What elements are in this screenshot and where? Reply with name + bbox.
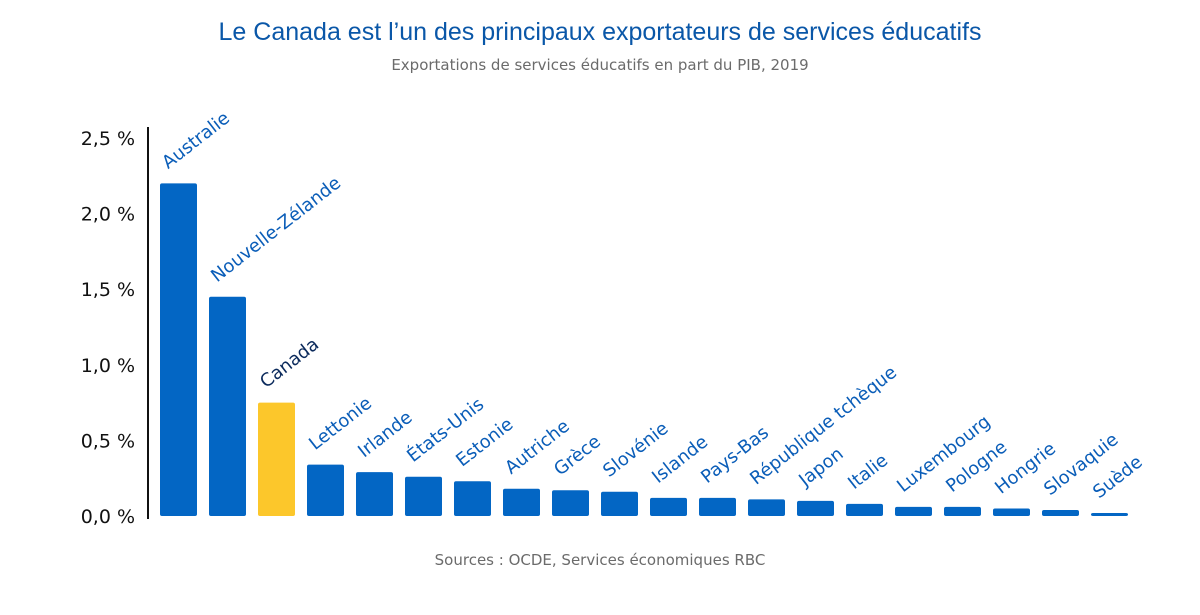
bar-pologne: [944, 506, 981, 516]
bar-lettonie: [307, 464, 344, 516]
bar-canada: [258, 402, 295, 516]
y-tick-label: 2,0 %: [81, 204, 135, 226]
bar-label-italie: Italie: [844, 450, 892, 494]
y-tick-label: 1,0 %: [81, 355, 135, 377]
y-tick-label: 1,5 %: [81, 279, 135, 301]
y-tick-label: 0,5 %: [81, 430, 135, 452]
y-tick-label: 2,5 %: [81, 128, 135, 150]
bar-label-nouvelle-zelande: Nouvelle-Zélande: [207, 173, 345, 287]
bar-autriche: [503, 488, 540, 516]
bar-australie: [160, 183, 197, 517]
bar-grece: [552, 490, 589, 516]
bar-etats-unis: [405, 476, 442, 516]
chart-subtitle: Exportations de services éducatifs en pa…: [391, 56, 809, 74]
bar-islande: [650, 497, 687, 516]
chart-title: Le Canada est l’un des principaux export…: [218, 18, 982, 46]
bar-nouvelle-zelande: [209, 296, 246, 516]
bar-labels-group: AustralieNouvelle-ZélandeCanadaLettonieI…: [158, 108, 1146, 503]
bar-slovenie: [601, 491, 638, 516]
bar-suede: [1091, 512, 1128, 516]
bar-label-australie: Australie: [158, 108, 234, 174]
bar-republique-tcheque: [748, 499, 785, 516]
y-axis: 0,0 % 0,5 % 1,0 % 1,5 % 2,0 % 2,5 %: [81, 127, 149, 528]
bar-label-canada: Canada: [256, 334, 323, 393]
bar-italie: [846, 503, 883, 516]
bar-japon: [797, 500, 834, 516]
bars-group: [160, 183, 1128, 517]
bar-luxembourg: [895, 506, 932, 516]
chart-source: Sources : OCDE, Services économiques RBC: [434, 551, 766, 569]
bar-pays-bas: [699, 497, 736, 516]
bar-hongrie: [993, 508, 1030, 516]
bar-estonie: [454, 481, 491, 516]
bar-slovaquie: [1042, 509, 1079, 516]
bar-irlande: [356, 472, 393, 516]
y-tick-label: 0,0 %: [81, 506, 135, 528]
